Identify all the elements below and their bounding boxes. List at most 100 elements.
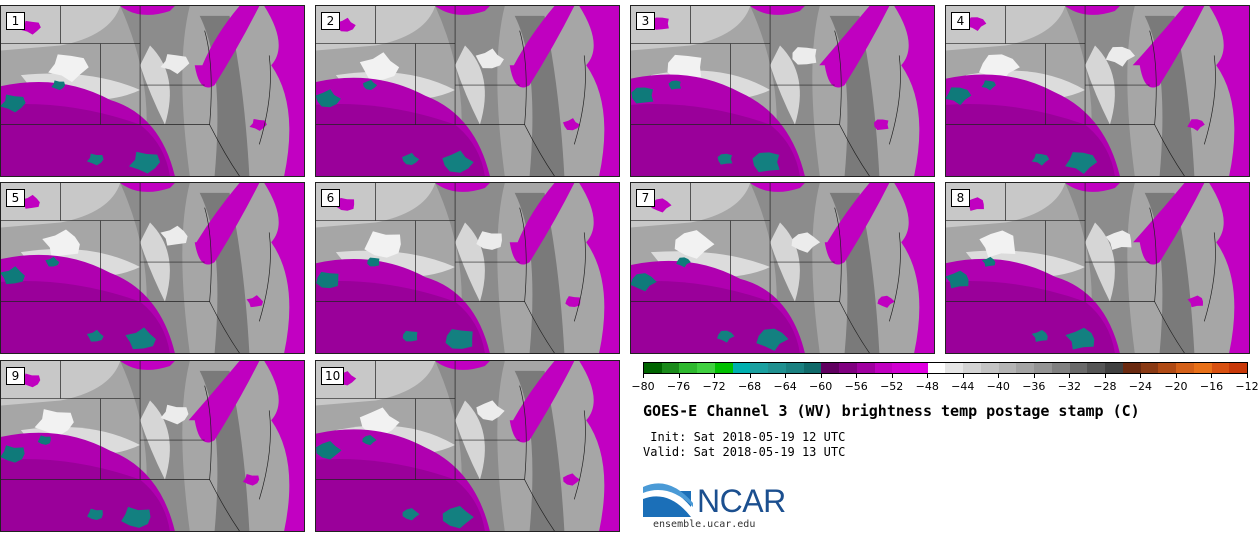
water-vapor-map [946,6,1249,176]
colorbar-tick [998,374,1000,378]
colorbar-segment [821,363,840,373]
water-vapor-map [316,183,619,353]
colorbar-segment [1016,363,1035,373]
water-vapor-map [631,6,934,176]
colorbar-tick [1140,374,1142,378]
member-number-label: 3 [636,12,655,30]
colorbar-segment [980,363,999,373]
colorbar-segment [1140,363,1159,373]
member-number-label: 10 [321,367,345,385]
colorbar-tick-label: −56 [844,380,868,393]
colorbar-segment [1034,363,1052,373]
colorbar-segment [910,363,928,373]
water-vapor-map [1,183,304,353]
colorbar-tick [1104,374,1106,378]
colorbar-segment [927,363,946,373]
ensemble-member-panel[interactable]: 9 [0,360,305,532]
colorbar-tick [678,374,680,378]
valid-time: Valid: Sat 2018-05-19 13 UTC [643,445,846,459]
colorbar-tick-label: −40 [986,380,1010,393]
colorbar-segment [750,363,769,373]
colorbar-segment [1193,363,1212,373]
ncar-logo-icon [643,483,693,517]
colorbar-tick [785,374,787,378]
colorbar-tick-label: −16 [1199,380,1224,393]
colorbar-segment [874,363,893,373]
colorbar-tick [1033,374,1035,378]
colorbar [643,362,1248,374]
colorbar-tick [1211,374,1213,378]
colorbar-tick [749,374,751,378]
colorbar-segment [963,363,981,373]
product-title: GOES-E Channel 3 (WV) brightness temp po… [643,402,1140,420]
ensemble-member-panel[interactable]: 4 [945,5,1250,177]
colorbar-tick [891,374,893,378]
colorbar-segment [1069,363,1088,373]
colorbar-segment [998,363,1017,373]
colorbar-tick-label: −24 [1128,380,1153,393]
colorbar-segment [1105,363,1123,373]
colorbar-tick [962,374,964,378]
colorbar-segment [1122,363,1141,373]
colorbar-tick [1069,374,1071,378]
colorbar-tick [927,374,929,378]
colorbar-segment [1229,363,1247,373]
colorbar-segment [1087,363,1106,373]
colorbar-tick-label: −80 [631,380,655,393]
colorbar-tick [643,374,644,378]
member-number-label: 2 [321,12,340,30]
member-number-label: 7 [636,189,655,207]
colorbar-tick-label: −72 [702,380,726,393]
colorbar-segment [892,363,911,373]
member-number-label: 4 [951,12,970,30]
site-url[interactable]: ensemble.ucar.edu [653,519,756,530]
colorbar-tick-label: −52 [880,380,904,393]
ensemble-member-panel[interactable]: 7 [630,182,935,354]
colorbar-segment [714,363,733,373]
water-vapor-map [316,361,619,531]
colorbar-tick-label: −20 [1164,380,1188,393]
colorbar-segment [803,363,822,373]
member-number-label: 9 [6,367,25,385]
colorbar-segment [732,363,751,373]
colorbar-segment [661,363,680,373]
ncar-wordmark: NCAR [697,483,786,519]
colorbar-segment [1051,363,1070,373]
colorbar-tick-label: −60 [809,380,833,393]
member-number-label: 1 [6,12,25,30]
colorbar-segment [1176,363,1194,373]
colorbar-tick-label: −48 [915,380,939,393]
ensemble-member-panel[interactable]: 1 [0,5,305,177]
colorbar-segment [697,363,715,373]
water-vapor-map [1,6,304,176]
member-number-label: 5 [6,189,25,207]
colorbar-segment [679,363,698,373]
colorbar-tick-label: −64 [773,380,797,393]
colorbar-tick-label: −36 [1022,380,1046,393]
colorbar-segment [856,363,875,373]
colorbar-ticks: −80 −76 −72 −68 −64 −60 −56 −52 −48 −44 −40 −36 −32−… [631,374,1259,394]
ensemble-member-panel[interactable]: 2 [315,5,620,177]
ensemble-member-panel[interactable]: 5 [0,182,305,354]
colorbar-segment [644,363,662,373]
ensemble-member-panel[interactable]: 10 [315,360,620,532]
colorbar-tick-label: −28 [1093,380,1117,393]
colorbar-segment [1211,363,1230,373]
ensemble-member-panel[interactable]: 3 [630,5,935,177]
colorbar-tick [1175,374,1177,378]
ensemble-member-panel[interactable]: 6 [315,182,620,354]
water-vapor-map [946,183,1249,353]
ensemble-member-panel[interactable]: 8 [945,182,1250,354]
colorbar-tick-label: −44 [951,380,975,393]
colorbar-tick-label: −12 [1235,380,1259,393]
colorbar-segment [945,363,964,373]
colorbar-tick [1247,374,1248,378]
colorbar-tick [856,374,858,378]
member-number-label: 6 [321,189,340,207]
water-vapor-map [1,361,304,531]
init-time: Init: Sat 2018-05-19 12 UTC [643,430,846,444]
member-number-label: 8 [951,189,970,207]
colorbar-segment [768,363,786,373]
colorbar-tick-label: −32 [1057,380,1081,393]
colorbar-tick-label: −68 [737,380,762,393]
